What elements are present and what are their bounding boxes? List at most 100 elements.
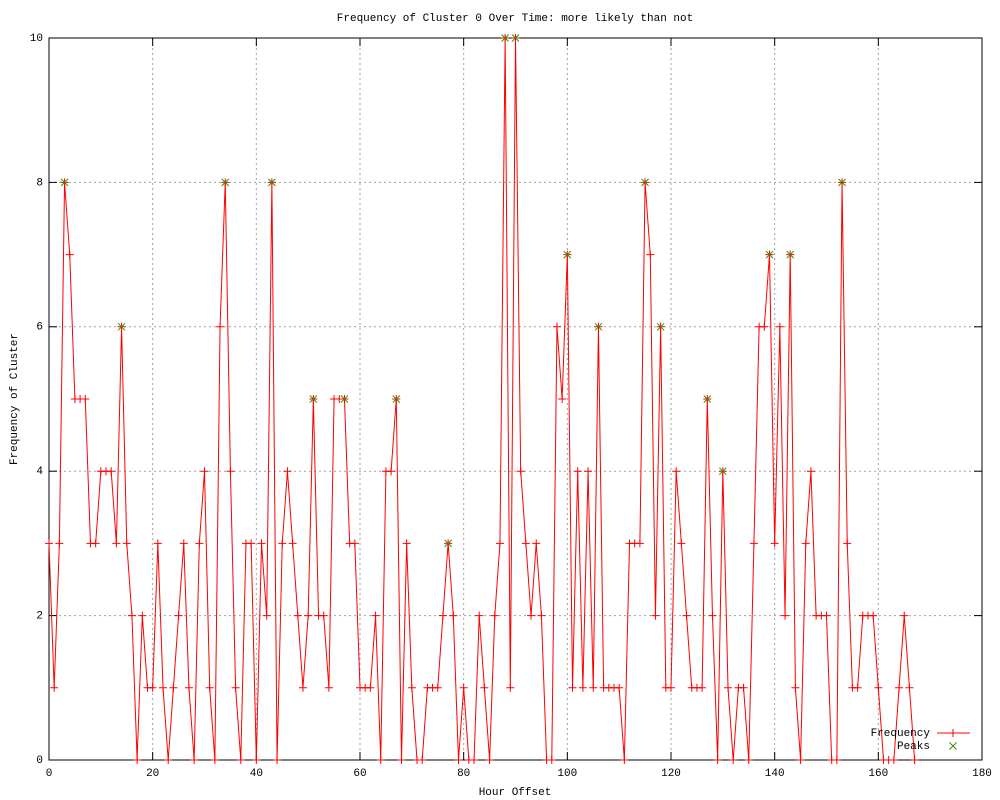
point [184,683,193,692]
point [739,683,748,692]
point [646,250,655,259]
point [786,250,795,259]
point [350,539,359,548]
point [801,539,810,548]
point [749,539,758,548]
point [133,756,142,764]
point [190,756,199,764]
y-tick-label: 2 [36,611,43,623]
point [387,467,396,476]
point [594,322,603,331]
point [900,611,909,620]
y-tick-label: 4 [36,466,43,478]
y-tick-label: 8 [36,177,43,189]
point [397,756,406,764]
x-tick-label: 140 [765,768,785,780]
y-tick-label: 6 [36,322,43,334]
point [340,395,349,403]
point [252,756,261,764]
point [371,611,380,620]
point [169,683,178,692]
point [620,756,629,764]
point [122,539,131,548]
plot-frame [48,37,983,761]
x-axis-label: Hour Offset [479,787,552,799]
series-line [48,37,916,761]
point [433,683,442,692]
point [268,178,276,187]
x-tick-label: 100 [557,768,577,780]
point [495,539,504,548]
legend-marker [949,742,957,750]
point [444,539,452,548]
point [262,611,271,620]
point [138,611,147,620]
point [511,34,520,42]
point [770,539,779,548]
point [889,756,898,764]
point [273,756,282,764]
x-tick-label: 80 [457,768,470,780]
point [45,539,53,548]
point [584,467,593,476]
point [247,539,256,548]
point [853,683,862,692]
point [656,322,665,331]
point [796,756,805,764]
point [179,539,188,548]
point [578,683,587,692]
point [205,683,214,692]
point [905,683,914,692]
point [459,683,468,692]
point [216,322,225,331]
point [283,467,292,476]
x-tick-label: 60 [353,768,366,780]
point [288,539,297,548]
point [568,683,577,692]
point [708,611,717,620]
point [532,539,541,548]
point [843,539,852,548]
legend-label: Frequency [871,728,931,740]
point [231,683,240,692]
point [91,539,100,548]
point [729,756,738,764]
point [822,611,831,620]
point [558,395,567,403]
point [127,611,136,620]
point [874,683,883,692]
point [418,756,427,764]
point [485,756,494,764]
point [490,611,499,620]
point [376,756,385,764]
point [470,756,479,764]
x-tick-label: 40 [250,768,263,780]
point [55,539,64,548]
point [236,756,245,764]
point [304,611,313,620]
point [516,467,525,476]
point [791,683,800,692]
point [402,539,411,548]
point [60,178,69,187]
point [651,611,660,620]
point [718,467,727,476]
point [195,539,204,548]
point [164,756,173,764]
legend-label: Peaks [897,741,930,753]
point [210,756,219,764]
point [682,611,691,620]
point [278,539,287,548]
point [449,611,458,620]
y-tick-label: 10 [30,33,43,45]
x-tick-label: 160 [868,768,888,780]
point [407,683,416,692]
point [159,683,168,692]
point [506,683,515,692]
point [563,250,572,259]
x-tick-label: 20 [146,768,159,780]
point [298,683,307,692]
point [501,34,509,42]
point [781,611,790,620]
x-tick-label: 120 [661,768,681,780]
